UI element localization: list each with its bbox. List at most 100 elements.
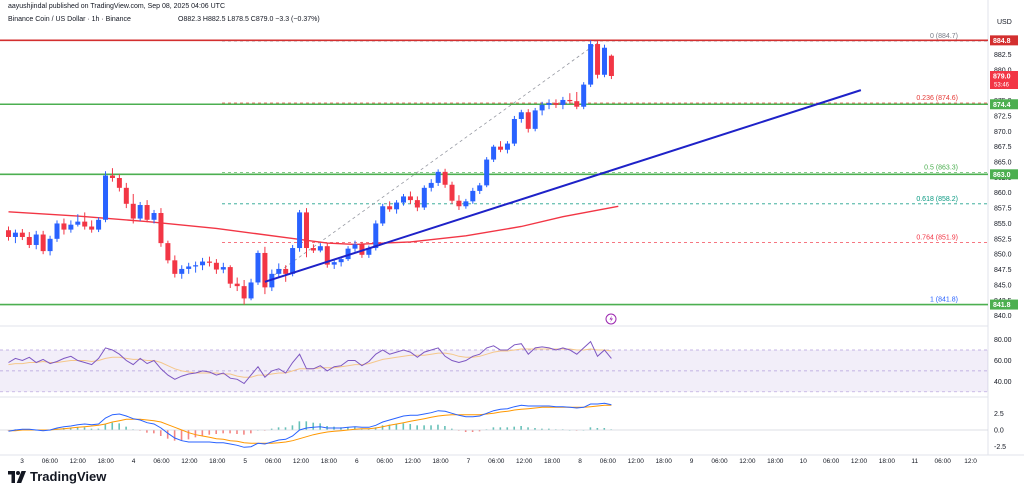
rsi-line (8, 340, 612, 385)
candle (144, 205, 150, 220)
candle (601, 47, 607, 75)
macd-histogram-bar (243, 430, 245, 435)
current-price-badge (990, 70, 1018, 89)
macd-histogram-bar (409, 424, 412, 430)
macd-histogram-bar (499, 427, 502, 430)
candle (560, 99, 566, 105)
price-level-badge (990, 169, 1018, 180)
time-tick-label: 18:00 (544, 458, 561, 465)
time-tick-label: 12:00 (404, 458, 421, 465)
time-tick-label: 06:00 (265, 458, 282, 465)
time-tick-label: 7 (467, 458, 471, 465)
time-tick-label: 18:00 (209, 458, 226, 465)
macd-histogram-bar (437, 424, 439, 430)
candle (428, 182, 434, 188)
macd-histogram-bar (492, 427, 495, 430)
macd-histogram-bar (97, 428, 100, 430)
candle (435, 171, 441, 183)
candle (165, 243, 171, 261)
macd-histogram-bar (180, 430, 183, 441)
time-tick-label: 06:00 (42, 458, 59, 465)
brand-name: TradingView (30, 469, 107, 484)
macd-histogram-bar (236, 430, 238, 434)
time-tick-label: 12:00 (293, 458, 310, 465)
candle (172, 260, 178, 274)
time-tick-label: 18:00 (98, 458, 115, 465)
time-tick-label: 06:00 (600, 458, 617, 465)
candle (324, 246, 330, 265)
macd-histogram-bar (215, 430, 217, 434)
macd-histogram-bar (173, 430, 176, 441)
macd-histogram-bar (506, 427, 509, 430)
macd-histogram-bar (270, 428, 273, 430)
tradingview-brand[interactable]: TradingView (8, 469, 106, 484)
price-level-badge-text: 841.8 (993, 302, 1011, 309)
candle (407, 196, 413, 201)
candle (401, 196, 407, 203)
price-tick-label: 867.5 (994, 144, 1012, 151)
time-tick-label: 9 (690, 458, 694, 465)
macd-histogram-bar (118, 423, 120, 430)
candle (47, 238, 53, 252)
macd-histogram-bar (451, 428, 453, 430)
fib-level-label: 0.5 (863.3) (924, 164, 958, 171)
time-tick-label: 12:00 (851, 458, 868, 465)
price-level-badge-text: 863.0 (993, 172, 1011, 179)
macd-tick-label: -2.5 (994, 444, 1006, 451)
candle (262, 252, 268, 288)
macd-histogram-bar (367, 428, 370, 430)
candle (227, 267, 233, 284)
symbol-title: Binance Coin / US Dollar · 1h · Binance (8, 16, 131, 23)
candle (532, 110, 538, 129)
candle (477, 185, 483, 191)
macd-histogram-bar (284, 427, 287, 430)
fib-level-label: 0 (884.7) (930, 33, 958, 40)
macd-histogram-bar (416, 425, 418, 430)
candle (297, 212, 303, 249)
macd-histogram-bar (603, 428, 606, 430)
macd-signal-line (8, 404, 612, 444)
macd-line (8, 402, 612, 448)
candle (40, 234, 46, 252)
candle (158, 213, 164, 244)
macd-histogram-bar (125, 426, 127, 430)
candle (109, 175, 115, 178)
price-level-badge (990, 299, 1018, 310)
fib-level-label: 1 (841.8) (930, 297, 958, 304)
macd-histogram-bar (478, 430, 481, 432)
candle (581, 84, 587, 107)
candle (137, 205, 143, 219)
time-tick-label: 12:00 (181, 458, 198, 465)
price-chart[interactable]: USD882.5880.0877.5875.0872.5870.0867.586… (0, 0, 1024, 467)
candle (394, 202, 400, 210)
time-tick-label: 18:00 (656, 458, 673, 465)
candle (574, 101, 580, 107)
time-tick-label: 8 (578, 458, 582, 465)
price-tick-label: 865.0 (994, 160, 1012, 167)
candle (518, 112, 524, 120)
moving-average-line (8, 205, 619, 246)
time-tick-label: 12:00 (739, 458, 756, 465)
macd-histogram-bar (395, 424, 398, 430)
current-price-text: 879.0 (993, 73, 1011, 80)
candle (310, 248, 316, 251)
candle (290, 248, 296, 274)
time-tick-label: 06:00 (153, 458, 170, 465)
candle (179, 268, 185, 274)
time-tick-label: 18:00 (321, 458, 338, 465)
price-tick-label: 845.0 (994, 282, 1012, 289)
macd-histogram-bar (222, 430, 224, 434)
macd-tick-label: 2.5 (994, 411, 1004, 418)
macd-histogram-bar (520, 426, 522, 430)
candle (567, 99, 573, 102)
macd-histogram-bar (381, 425, 384, 430)
macd-histogram-bar (153, 430, 155, 434)
macd-histogram-bar (187, 430, 190, 440)
bullish-trendline[interactable] (264, 89, 862, 283)
lightning-icon (609, 315, 613, 323)
time-tick-label: 5 (243, 458, 247, 465)
macd-histogram-bar (104, 424, 107, 430)
candle (421, 187, 427, 208)
macd-histogram-bar (166, 430, 169, 439)
macd-histogram-bar (76, 427, 79, 430)
